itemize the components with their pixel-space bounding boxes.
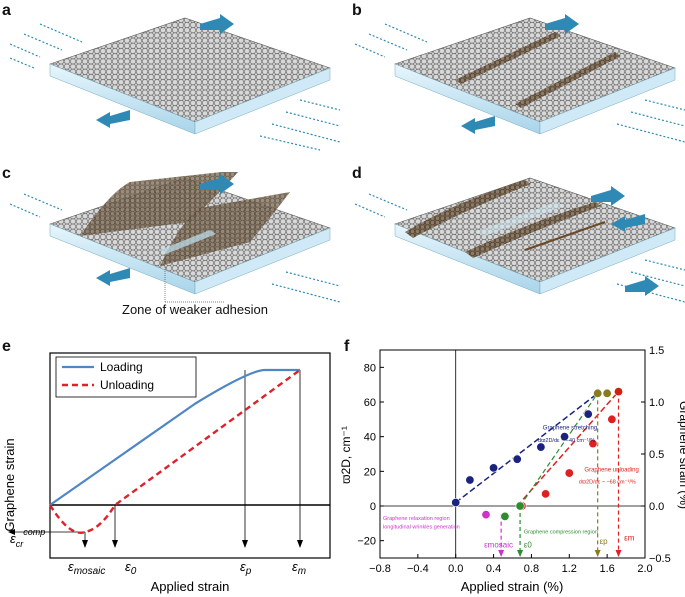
x-tick-label: −0.8 (369, 563, 391, 575)
ecr-arrowhead (8, 529, 15, 535)
y-left-tick-label: 80 (364, 362, 376, 374)
x-tick-label: 0.4 (486, 563, 501, 575)
right-axis-label: Graphene strain (%) (677, 401, 685, 509)
marker-arrowhead (615, 550, 622, 557)
weak-adhesion-label: Zone of weaker adhesion (122, 302, 268, 317)
panel-label-c: c (2, 165, 11, 182)
y-left-tick-label: 20 (364, 466, 376, 478)
y-left-tick-label: 40 (364, 432, 376, 444)
data-point (593, 388, 603, 398)
y-right-tick-label: −0.5 (649, 553, 671, 565)
compression-label: Graphene compression region (524, 530, 598, 536)
y-axis-label: Graphene strain (2, 438, 17, 531)
graphene-relaxed-wrinkles-illustration (355, 177, 685, 303)
y-right-tick-label: 1.0 (649, 397, 664, 409)
stretching-title: Graphene stretching (543, 426, 597, 432)
marker-e0-label: ε0 (524, 541, 533, 550)
x-axis-label: Applied strain (151, 579, 230, 594)
panel-label-b: b (352, 2, 362, 19)
unloading-title: Graphene unloading (584, 467, 638, 473)
marker-mosaic: εmosaic (68, 559, 105, 577)
data-point (515, 501, 525, 511)
chart-frame (49, 352, 331, 559)
unloading-trend (516, 391, 620, 507)
graphene-sheet-flat-illustration (10, 14, 340, 151)
unloading-slope: dϖ2D/dε ~ −68 cm⁻¹/% (579, 479, 636, 485)
graphene-strain-schematic-chart: Loading Unloading Graphene strain Applie… (2, 352, 331, 594)
marker-em: εm (292, 559, 306, 577)
panel-label-a: a (2, 2, 11, 19)
loading-curve (49, 368, 300, 506)
data-point (481, 510, 491, 520)
guide-arrowhead (242, 540, 248, 548)
y-right-tick-label: 0.5 (649, 449, 664, 461)
y-right-tick-label: 1.5 (649, 345, 664, 357)
data-point (465, 475, 475, 485)
x-axis-label: Applied strain (%) (461, 579, 564, 594)
data-point (564, 468, 574, 478)
data-point (536, 442, 546, 452)
legend-unloading: Unloading (100, 378, 154, 392)
relax-label-1: Graphene relaxation region (383, 516, 450, 522)
data-point (613, 387, 623, 397)
graphene-delamination-illustration (10, 172, 340, 303)
x-tick-label: 1.6 (599, 563, 614, 575)
marker-e0: ε0 (125, 559, 137, 577)
guide-arrowhead (112, 540, 118, 548)
y-left-tick-label: 60 (364, 397, 376, 409)
data-point (500, 511, 510, 521)
data-point (583, 409, 593, 419)
data-point (560, 432, 570, 442)
x-tick-label: 1.2 (562, 563, 577, 575)
ecr-comp-label: εcrcomp (10, 527, 45, 549)
data-point (451, 498, 461, 508)
marker-ep-label: εp (600, 537, 609, 546)
relax-label-2: longitudinal wrinkles generation (383, 525, 460, 531)
guide-arrowhead (82, 540, 88, 548)
chart-legend: Loading Unloading (55, 356, 197, 398)
stretching-trend (455, 392, 599, 504)
y-right-tick-label: 0.0 (649, 501, 664, 513)
data-point (541, 489, 551, 499)
marker-ep: εp (240, 559, 252, 577)
marker-em-label: εm (624, 534, 635, 543)
panel-label-f: f (344, 338, 350, 355)
legend-loading: Loading (100, 360, 143, 374)
marker-arrowhead (498, 550, 505, 557)
x-tick-label: −0.4 (407, 563, 429, 575)
left-axis-label: ϖ2D, cm⁻¹ (340, 426, 353, 484)
data-point (607, 414, 617, 424)
data-point (512, 454, 522, 464)
graphene-wrinkle-formation-illustration (355, 14, 685, 143)
data-point (588, 439, 598, 449)
x-tick-label: 0.0 (448, 563, 463, 575)
panel-label-e: e (2, 338, 11, 355)
unloading-curve (48, 369, 301, 534)
stretching-slope: dϖ2D/dε ~ −40 cm⁻¹/% (538, 438, 595, 444)
x-tick-label: 2.0 (637, 563, 652, 575)
marker-arrowhead (594, 550, 601, 557)
panel-label-d: d (352, 165, 362, 182)
x-tick-label: 0.8 (524, 563, 539, 575)
data-point (489, 463, 499, 473)
marker-mosaic-label: εmosaic (484, 541, 513, 550)
marker-arrowhead (517, 550, 524, 557)
raman-shift-scatter-chart: −0.8 −0.4 0.0 0.4 0.8 1.2 1.6 2.0 −20 0 20 40 60 80 −0… (340, 345, 685, 594)
guide-arrowhead (297, 540, 303, 548)
y-left-tick-label: 0 (370, 501, 376, 513)
data-point (602, 388, 612, 398)
y-left-tick-label: −20 (357, 536, 376, 548)
